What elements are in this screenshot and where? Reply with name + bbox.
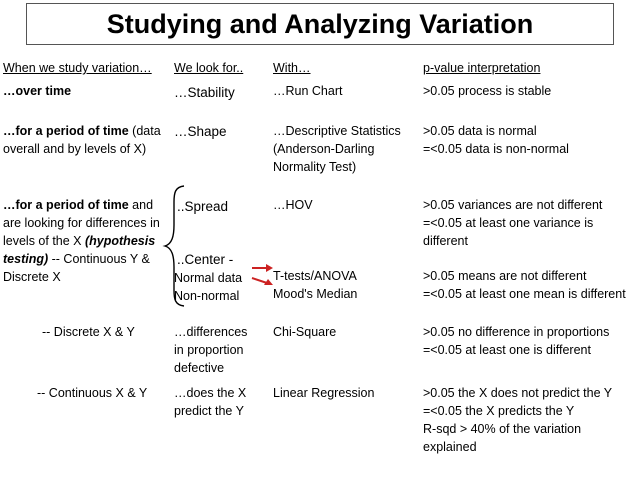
row-center-normal: Normal data [174, 271, 243, 285]
row-spread-pvalue-line1: >0.05 variances are not different [423, 198, 603, 212]
row-spread-pvalue-line3: different [423, 234, 468, 248]
row-discrete-pvalue-line2: =<0.05 at least one is different [423, 343, 591, 357]
row-diff-label-line5: Discrete X [3, 270, 61, 284]
row-period-tool-line2: (Anderson-Darling [273, 142, 375, 156]
row-continuous-pvalue-line2: =<0.05 the X predicts the Y [423, 404, 575, 418]
row-continuous-look-for-line2: predict the Y [174, 404, 244, 418]
row-continuous-pvalue-line1: >0.05 the X does not predict the Y [423, 386, 613, 400]
row-continuous-pvalue-line3: R-sqd > 40% of the variation [423, 422, 582, 436]
row-period-label-line1: …for a period of time (data [3, 124, 161, 138]
row-discrete-label: -- Discrete X & Y [42, 325, 135, 339]
row-over-time-tool: …Run Chart [273, 84, 343, 98]
row-center-pvalue-line1: >0.05 means are not different [423, 269, 587, 283]
row-continuous-pvalue-line4: explained [423, 440, 477, 454]
row-over-time-pvalue: >0.05 process is stable [423, 84, 552, 98]
row-discrete-tool: Chi-Square [273, 325, 337, 339]
row-period-look-for: …Shape [174, 124, 227, 139]
row-period-label-line2: overall and by levels of X) [3, 142, 147, 156]
curly-brace [162, 185, 185, 307]
row-discrete-look-for-line2: in proportion [174, 343, 244, 357]
row-center-tool-ttest: T-tests/ANOVA [273, 269, 357, 283]
row-spread-tool: …HOV [273, 198, 313, 212]
row-center-tool-mood: Mood's Median [273, 287, 358, 301]
row-center-look-for: ..Center - [177, 252, 234, 267]
row-discrete-pvalue-line1: >0.05 no difference in proportions [423, 325, 610, 339]
row-period-tool-line1: …Descriptive Statistics [273, 124, 401, 138]
header-study-variation: When we study variation… [3, 61, 152, 75]
row-diff-label-line3: levels of the X (hypothesis [3, 234, 156, 248]
title-box: Studying and Analyzing Variation [26, 3, 614, 45]
row-center-nonnormal: Non-normal [174, 289, 240, 303]
arrow-to-mood-head [264, 279, 273, 285]
row-continuous-label: -- Continuous X & Y [37, 386, 148, 400]
row-diff-label-line1: …for a period of time and [3, 198, 154, 212]
row-period-tool-line3: Normality Test) [273, 160, 357, 174]
row-continuous-tool: Linear Regression [273, 386, 375, 400]
row-over-time-label: …over time [3, 84, 72, 98]
header-p-value: p-value interpretation [423, 61, 541, 75]
row-spread-pvalue-line2: =<0.05 at least one variance is [423, 216, 594, 230]
row-period-pvalue-line1: >0.05 data is normal [423, 124, 537, 138]
row-diff-label-line4: testing) -- Continuous Y & [3, 252, 150, 266]
row-discrete-look-for-line3: defective [174, 361, 225, 375]
header-look-for: We look for.. [174, 61, 244, 75]
row-discrete-look-for-line1: …differences [174, 325, 248, 339]
row-center-pvalue-line2: =<0.05 at least one mean is different [423, 287, 626, 301]
page-title: Studying and Analyzing Variation [106, 8, 534, 39]
row-spread-look-for: ..Spread [177, 199, 229, 214]
row-period-pvalue-line2: =<0.05 data is non-normal [423, 142, 569, 156]
row-diff-label-line2: are looking for differences in [3, 216, 160, 230]
row-over-time-look-for: …Stability [174, 85, 235, 100]
row-continuous-look-for-line1: …does the X [174, 386, 247, 400]
arrow-to-ttest-head [266, 264, 273, 272]
header-with: With… [273, 61, 311, 75]
